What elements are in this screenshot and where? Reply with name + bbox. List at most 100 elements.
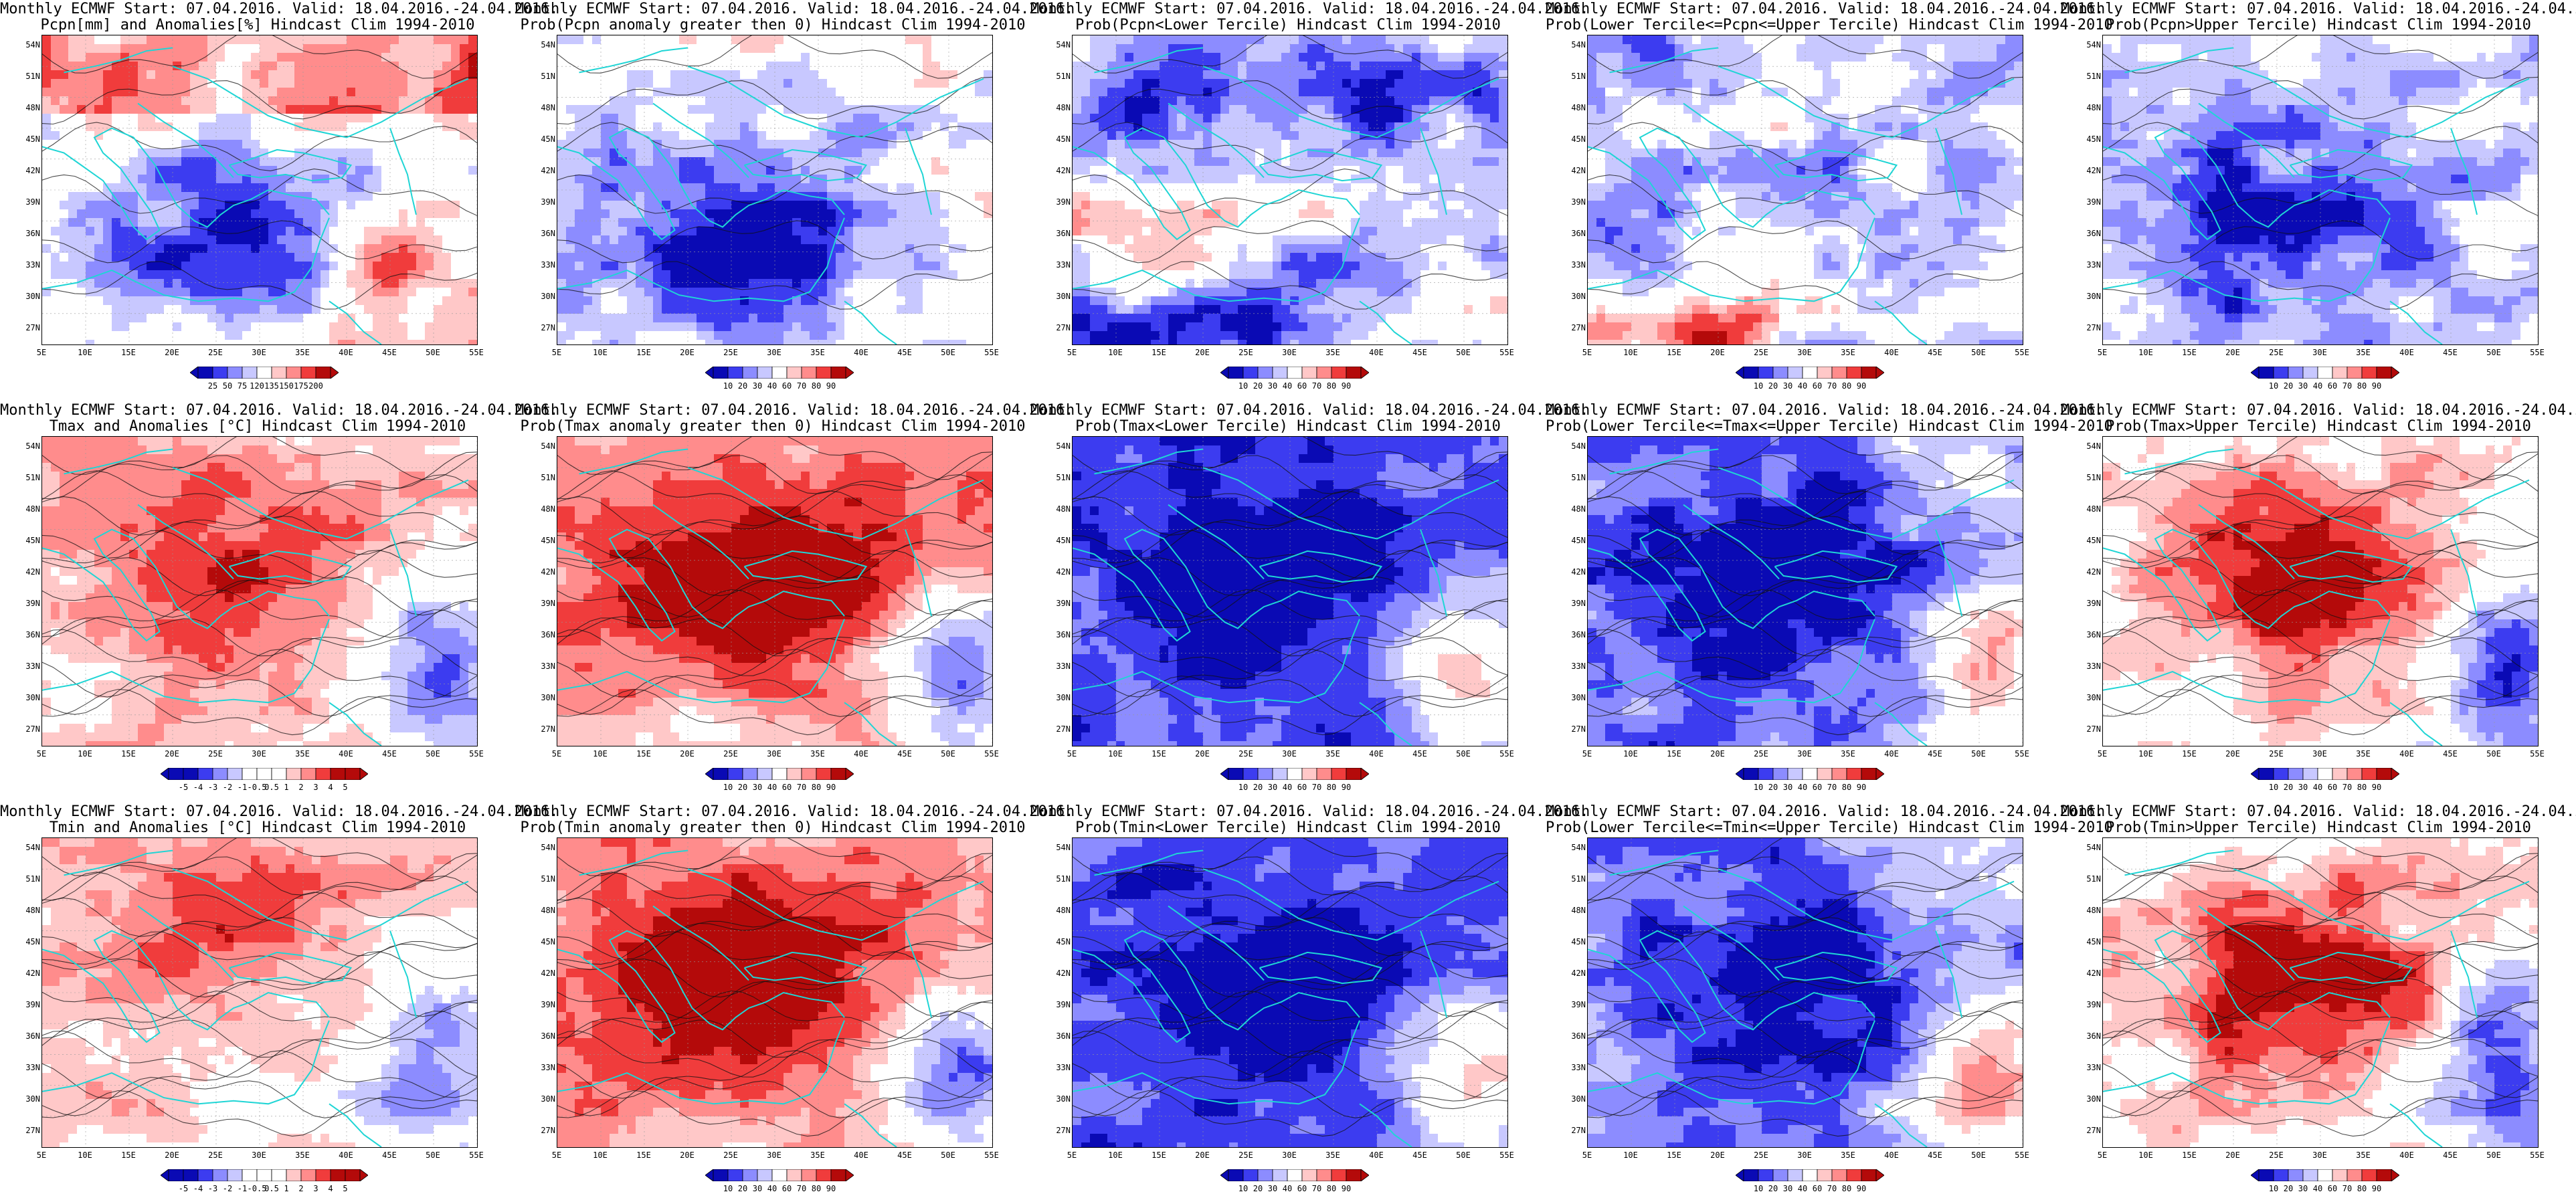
lat-tick-label: 39N [1560,599,1586,608]
contour-line [2103,169,2538,216]
lon-tick-label: 50E [2480,348,2507,357]
panel-title-line1: Monthly ECMWF Start: 07.04.2016. Valid: … [2061,403,2576,419]
coastline [389,128,417,215]
lat-tick-label: 39N [2076,599,2101,608]
contour-line [2103,1050,2538,1099]
coastline [557,127,845,241]
lat-tick-label: 36N [1045,1031,1071,1041]
colorbar-tick-label: 60 [1289,783,1315,792]
contour-line [1588,1030,2023,1078]
coastline [2103,217,2391,302]
lat-tick-label: 36N [1045,229,1071,238]
colorbar-tick-label: 80 [803,1184,830,1193]
coastline [329,702,382,746]
colorbar-tick-label: 80 [1833,1184,1860,1193]
lat-tick-label: 42N [2076,567,2101,577]
lat-tick-label: 33N [1560,662,1586,671]
colorbar-segment [1243,1169,1259,1181]
colorbar-tick-label: 3 [302,1184,329,1193]
p-precip-prob-lower-panel: Monthly ECMWF Start: 07.04.2016. Valid: … [1030,0,1588,401]
lon-tick-label: 35E [1835,348,1861,357]
colorbar-tick-label: 20 [2275,1184,2302,1193]
contour-line [2103,675,2538,717]
lat-tick-label: 39N [15,197,40,207]
colorbar-tick-label: 60 [1804,381,1831,391]
colorbar-tick-label: -0.5 [244,783,270,792]
colorbar-tick-label: 40 [759,783,786,792]
colorbar-tick-label: 120 [244,381,270,391]
contour-line [2103,688,2538,736]
panel-title-line1: Monthly ECMWF Start: 07.04.2016. Valid: … [515,1,1073,17]
colorbar-tick-label: 10 [2260,783,2287,792]
lon-tick-label: 50E [1965,1150,1992,1160]
coastline [1609,849,1719,876]
panel-title-line2: Prob(Tmin>Upper Tercile) Hindcast Clim 1… [2061,820,2576,836]
contour-line [42,1030,477,1078]
contour-line [1073,853,1507,901]
map-field [1073,35,1507,344]
lon-tick-label: 20E [1189,348,1216,357]
contour-line [1588,1076,2023,1118]
lon-tick-label: 30E [246,348,272,357]
lon-tick-label: 25E [717,1150,744,1160]
panel-title-line2: Prob(Tmin anomaly greater then 0) Hindca… [515,820,1030,836]
contour-line [1588,649,2023,698]
contour-line [1073,931,1507,980]
lat-tick-label: 42N [530,969,555,978]
contour-line [557,838,992,882]
lon-tick-label: 45E [2437,1150,2464,1160]
lat-tick-label: 27N [1045,1126,1071,1135]
panel-title-line2: Prob(Tmax<Lower Tercile) Hindcast Clim 1… [1030,419,1546,435]
contour-line [1588,609,2023,657]
coastline [1168,905,1265,981]
colorbar-tick-label: 80 [2349,783,2375,792]
lon-tick-label: 15E [2176,348,2203,357]
colorbar-segment [1257,768,1273,780]
colorbar-segment [212,1169,228,1181]
coastline [1259,951,1383,985]
contour-line [1588,916,2023,960]
lat-tick-label: 33N [2076,260,2101,270]
colorbar-segment [786,1169,802,1181]
colorbar-tick-label: 60 [2319,1184,2346,1193]
coastline [1774,148,1898,182]
coastline [2198,102,2295,179]
lon-tick-label: 10E [1102,348,1129,357]
contour-line [42,1090,477,1137]
colorbar-segment [286,367,302,379]
colorbar-segment [1243,367,1259,379]
lon-tick-label: 35E [1835,1150,1861,1160]
coastline [2450,128,2478,215]
lat-tick-label: 54N [15,40,40,49]
forecast-map [41,837,478,1148]
coastline [1259,550,1383,583]
lon-tick-label: 20E [2219,1150,2246,1160]
lon-tick-label: 55E [1493,1150,1520,1160]
p-tmin-prob-middle-panel: Monthly ECMWF Start: 07.04.2016. Valid: … [1546,803,2113,1204]
colorbar-segment [168,768,184,780]
coastline [64,849,173,876]
lat-tick-label: 36N [530,229,555,238]
coastline [42,528,330,642]
colorbar-tick-label: 60 [773,783,800,792]
contour-line [2103,609,2538,657]
contour-line [42,892,477,940]
contour-line [42,261,477,310]
colorbar-segment [256,1169,272,1181]
coastline [743,550,868,583]
lon-tick-label: 45E [376,1150,403,1160]
colorbar-segment [801,768,817,780]
lat-tick-label: 39N [1560,1000,1586,1009]
colorbar-tick-label: 60 [773,1184,800,1193]
colorbar-segment [227,367,243,379]
coastline [2103,127,2391,241]
colorbar-tick-label: -2 [214,1184,241,1193]
coastline [2389,300,2443,344]
coastline [687,467,984,540]
lat-tick-label: 39N [530,197,555,207]
colorbar-tick-label: 20 [1760,783,1786,792]
colorbar-segment [1846,768,1862,780]
lon-tick-label: 5E [1574,348,1600,357]
coastline [137,102,234,179]
